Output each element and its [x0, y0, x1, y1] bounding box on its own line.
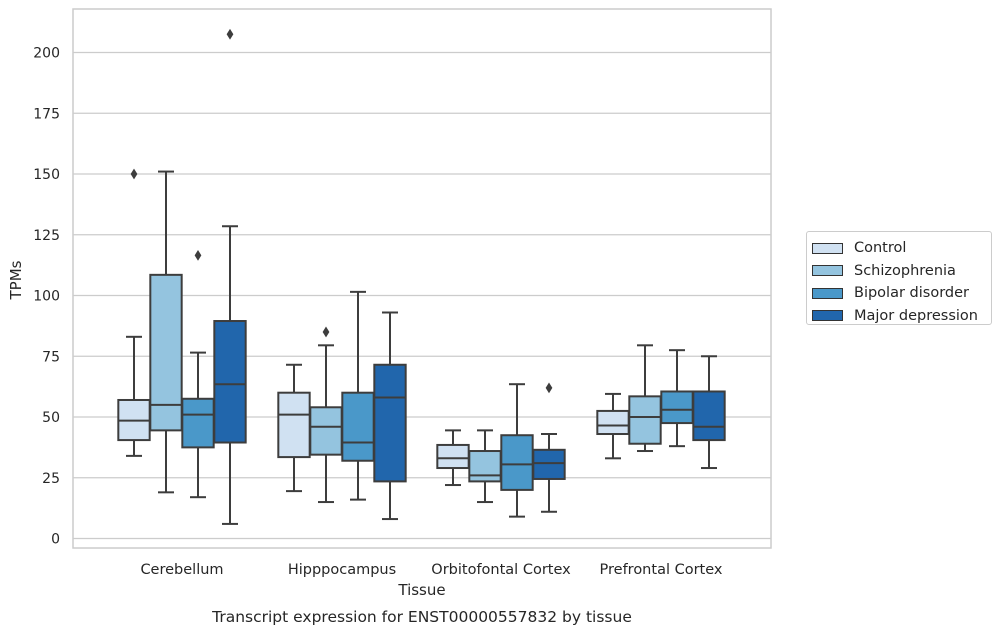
outlier-marker: [226, 28, 234, 40]
y-tick-label: 50: [42, 410, 60, 426]
box-body: [213, 320, 247, 444]
outlier-marker: [322, 326, 330, 338]
box-body: [628, 395, 662, 445]
boxes: [117, 28, 726, 525]
outlier-marker: [194, 250, 202, 261]
box-bipolar-disorder: [660, 349, 694, 448]
box-major-depression: [373, 311, 407, 521]
box-body: [660, 390, 694, 425]
x-axis-label: Tissue: [397, 581, 445, 599]
box-body: [596, 409, 630, 436]
outlier-marker: [130, 168, 138, 180]
y-tick-label: 100: [33, 289, 60, 305]
legend: Control Schizophrenia Bipolar disorder Majo…: [806, 231, 992, 325]
box-body: [149, 273, 183, 432]
legend-label: Schizophrenia: [854, 262, 956, 279]
legend-swatch: [812, 242, 843, 254]
box-schizophrenia: [309, 326, 343, 504]
y-axis-ticks: 0 25 50 75 100 125 150 175 200: [33, 46, 60, 548]
x-tick-label: Prefrontal Cortex: [600, 562, 723, 578]
y-tick-label: 200: [33, 46, 60, 62]
box-major-depression: [692, 355, 726, 470]
box-body: [532, 448, 566, 480]
legend-swatch: [812, 310, 843, 322]
x-tick-label: Hipppocampus: [288, 562, 396, 578]
legend-label: Control: [854, 240, 907, 257]
legend-label: Major depression: [854, 307, 978, 324]
x-axis-ticks: Cerebellum Hipppocampus Orbitofontal Corte…: [140, 562, 722, 578]
box-body: [468, 450, 502, 483]
legend-item: Control: [812, 237, 991, 260]
box-control: [277, 363, 311, 493]
y-tick-label: 75: [42, 349, 60, 365]
box-body: [500, 434, 534, 491]
legend-swatch: [812, 287, 843, 299]
y-axis-label: TPMs: [7, 260, 25, 300]
x-tick-label: Orbitofontal Cortex: [431, 562, 571, 578]
box-schizophrenia: [149, 170, 183, 494]
legend-swatch: [812, 265, 843, 277]
box-major-depression: [213, 28, 247, 525]
box-control: [117, 168, 151, 457]
y-tick-label: 0: [51, 532, 60, 548]
box-body: [181, 397, 215, 449]
chart-title: Transcript expression for ENST0000055783…: [211, 608, 632, 626]
legend-item: Major depression: [812, 305, 991, 328]
box-bipolar-disorder: [500, 383, 534, 518]
box-body: [373, 363, 407, 483]
box-bipolar-disorder: [181, 250, 215, 499]
legend-item: Schizophrenia: [812, 260, 991, 283]
box-schizophrenia: [468, 429, 502, 504]
box-body: [341, 391, 375, 462]
box-bipolar-disorder: [341, 290, 375, 501]
y-tick-label: 175: [33, 106, 60, 122]
box-schizophrenia: [628, 344, 662, 453]
plot-frame: [72, 8, 772, 549]
box-body: [277, 391, 311, 459]
box-body: [309, 406, 343, 456]
outlier-marker: [545, 382, 553, 394]
y-tick-label: 125: [33, 228, 60, 244]
x-tick-label: Cerebellum: [140, 562, 223, 578]
box-control: [436, 429, 470, 487]
box-body: [436, 443, 470, 470]
box-major-depression: [532, 382, 566, 513]
y-tick-label: 150: [33, 167, 60, 183]
legend-item: Bipolar disorder: [812, 282, 991, 305]
box-body: [692, 390, 726, 442]
y-tick-label: 25: [42, 471, 60, 487]
box-control: [596, 392, 630, 460]
legend-label: Bipolar disorder: [854, 285, 969, 302]
